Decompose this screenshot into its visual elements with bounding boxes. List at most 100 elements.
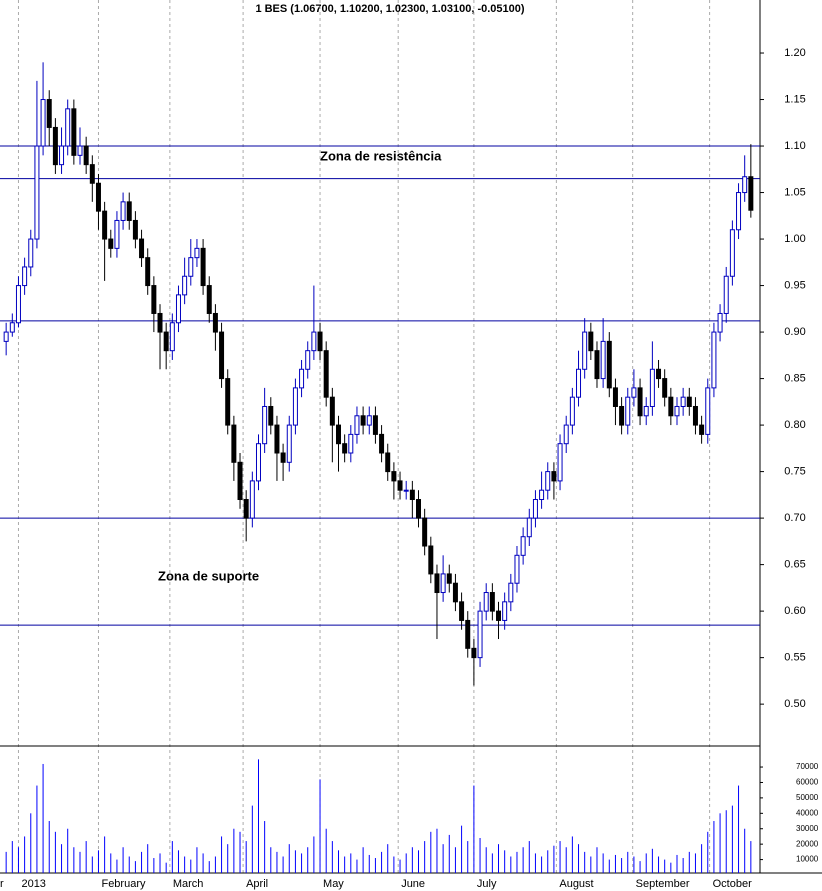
candle-body [249,480,255,519]
candle-body [182,275,188,296]
candle-body [649,368,655,407]
y-tick-label: 0.80 [784,419,805,431]
x-tick-label: July [477,878,497,890]
candle-body [46,99,52,128]
y-tick-label: 0.85 [784,372,805,384]
y2-tick-label: 20000 [796,839,819,848]
candle-body [169,322,175,352]
x-tick-label: October [713,878,752,890]
candle-body [686,396,692,407]
candle-body [71,108,77,156]
candle-body [77,145,83,156]
candle-body [225,378,231,426]
candle-body [502,601,508,621]
y2-tick-label: 50000 [796,793,819,802]
candle-body [397,480,403,491]
candle-body [323,350,329,398]
candle-body [385,452,391,473]
candle-body [231,424,237,463]
candle-body [594,350,600,380]
candle-body [526,517,532,538]
candle-body [255,443,261,482]
y2-tick-label: 70000 [796,762,819,771]
candle-body [428,545,434,575]
candle-body [108,238,114,249]
candle-body [742,176,748,194]
candle-body [305,350,311,370]
candle-body [391,471,397,482]
candle-body [59,145,65,166]
candle-body [434,573,440,594]
x-tick-label: r [0,878,4,890]
candle-body [569,396,575,426]
candle-body [243,499,249,519]
candle-body [52,126,58,166]
candle-body [409,489,415,501]
candle-body [132,219,138,240]
y-tick-label: 0.50 [784,698,805,710]
candle-body [477,610,483,659]
candle-body [452,582,458,603]
candle-body [717,312,723,333]
candle-body [539,489,545,501]
y-tick-label: 0.60 [784,605,805,617]
y-tick-label: 0.90 [784,326,805,338]
candle-body [416,499,422,519]
candle-body [723,275,729,314]
candle-body [422,517,428,547]
candle-body [342,443,348,454]
candle-body [89,164,95,184]
candle-body [354,415,360,435]
candle-body [15,285,21,324]
candle-body [311,331,317,352]
x-tick-label: August [559,878,593,890]
candle-body [237,461,243,501]
candle-body [496,610,502,621]
candle-body [656,368,662,380]
candle-body [360,415,366,426]
candle-body [692,405,698,426]
candle-body [631,387,637,398]
y-tick-label: 1.10 [784,140,805,152]
x-tick-label: March [173,878,204,890]
candle-body [465,619,471,649]
y-tick-label: 1.00 [784,233,805,245]
candle-body [508,582,514,603]
candle-body [3,331,9,342]
candle-body [514,554,520,584]
y-tick-label: 1.05 [784,186,805,198]
candle-body [95,182,101,212]
candle-body [348,433,354,454]
candle-body [280,452,286,463]
candle-body [126,201,132,221]
candle-body [299,368,305,389]
y-tick-label: 0.65 [784,559,805,571]
candle-body [557,443,563,482]
candle-body [175,294,181,324]
candle-body [729,229,735,277]
chart-title: 1 BES (1.06700, 1.10200, 1.02300, 1.0310… [255,3,524,15]
candle-body [9,322,15,333]
candle-body [563,424,569,445]
candle-body [145,257,151,287]
y-tick-label: 0.70 [784,512,805,524]
candle-body [268,405,274,426]
x-tick-label: June [401,878,425,890]
candle-body [545,471,551,491]
candle-body [643,405,649,417]
candle-body [551,471,557,482]
candle-body [120,201,126,221]
candle-body [157,312,163,333]
candle-body [114,219,120,249]
candle-body [699,424,705,435]
candle-body [139,238,145,259]
candle-body [34,145,40,240]
candle-body [612,387,618,407]
candle-body [440,573,446,594]
candle-body [576,368,582,398]
candle-body [262,405,268,445]
candle-body [662,378,668,398]
candle-body [471,647,477,659]
candle-body [446,573,452,584]
